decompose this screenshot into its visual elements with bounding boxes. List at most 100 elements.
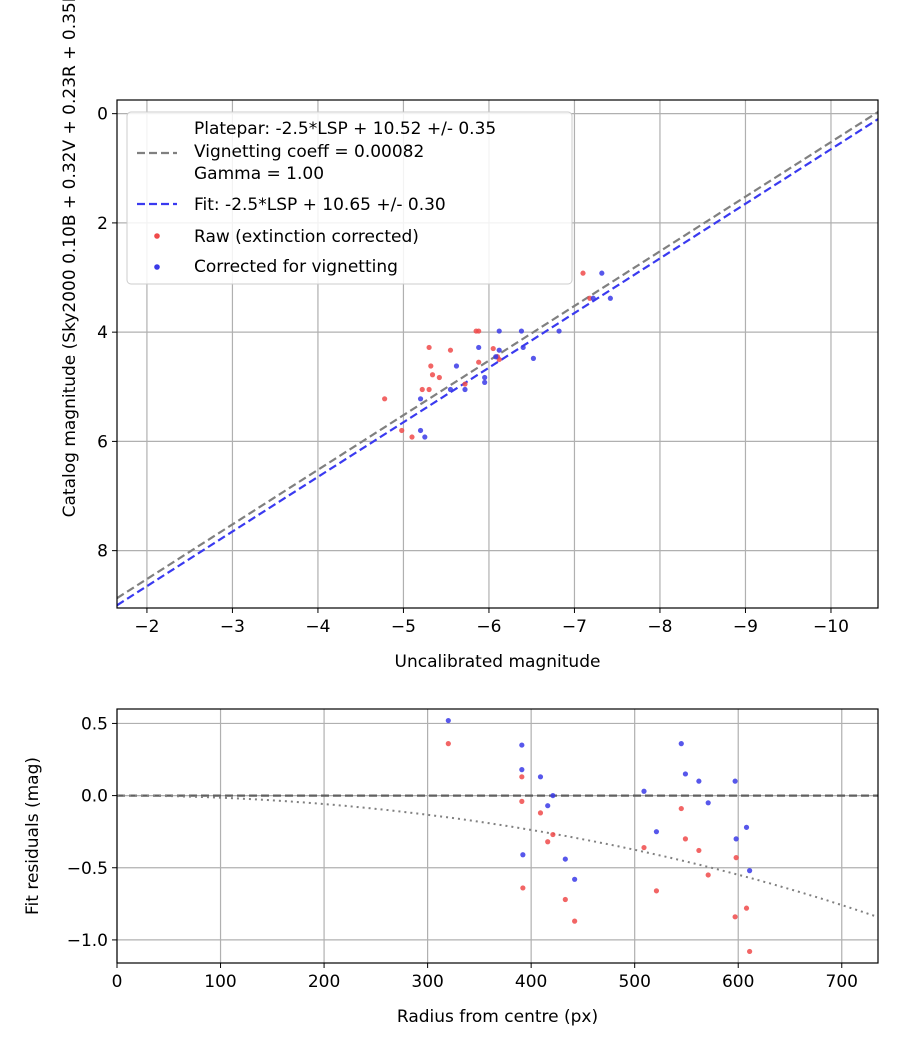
legend-gamma-label: Gamma = 1.00: [194, 164, 324, 184]
corrected-point: [678, 741, 684, 747]
corrected-point: [537, 774, 544, 780]
corrected-point: [445, 717, 451, 724]
corrected-point: [696, 778, 702, 784]
raw-point: [426, 344, 432, 351]
corrected-point: [607, 295, 613, 301]
raw-point: [436, 374, 442, 381]
corrected-point: [641, 788, 647, 794]
x-tick-label: −6: [476, 617, 501, 637]
raw-point: [696, 847, 702, 854]
corrected-point: [482, 379, 488, 386]
vignetting-curve: [117, 794, 878, 919]
corrected-point: [599, 270, 605, 276]
raw-point: [490, 345, 496, 352]
raw-point: [641, 844, 647, 851]
corrected-point: [732, 778, 738, 784]
y-axis-label: Fit residuals (mag): [23, 757, 43, 915]
plot-frame: [116, 708, 879, 964]
corrected-point: [550, 792, 556, 799]
x-tick-label: −4: [305, 617, 330, 637]
raw-point: [429, 372, 436, 378]
raw-point: [399, 427, 405, 434]
corrected-point: [653, 829, 660, 835]
corrected-point: [422, 434, 428, 440]
corrected-point: [476, 344, 482, 351]
corrected-point: [482, 374, 488, 381]
corrected-point: [747, 868, 753, 874]
y-tick-label: 0.0: [81, 787, 108, 807]
x-tick-label: −10: [813, 617, 849, 637]
raw-point: [419, 386, 425, 393]
corrected-point: [519, 767, 525, 773]
legend-corrected-marker: [154, 264, 160, 270]
raw-point: [519, 798, 525, 804]
corrected-point: [705, 800, 711, 806]
y-tick-label: −1.0: [67, 931, 108, 951]
x-tick-label: −9: [733, 617, 758, 637]
raw-point: [733, 855, 739, 861]
raw-point: [747, 948, 753, 955]
corrected-point: [496, 347, 502, 353]
residuals-chart: 0 100 200 300 400 500 600 700 0.5 0.0 −0.5 −1.0 Radi…: [23, 708, 879, 1027]
raw-point: [428, 363, 434, 369]
corrected-point: [562, 856, 568, 862]
raw-point: [705, 872, 711, 878]
raw-point: [682, 836, 689, 842]
corrected-point: [682, 771, 689, 777]
corrected-point: [417, 396, 424, 402]
legend-fit-label: Fit: -2.5*LSP + 10.65 +/- 0.30: [194, 195, 446, 215]
legend-raw-marker: [154, 233, 160, 239]
raw-point: [445, 741, 451, 747]
y-tick-label: 2: [97, 214, 108, 234]
raw-point: [409, 434, 415, 440]
y-tick-label: 8: [97, 542, 108, 562]
x-axis-label: Radius from centre (px): [397, 1007, 598, 1027]
x-tick-label: −5: [391, 617, 416, 637]
raw-point: [545, 839, 551, 845]
x-tick-label: −2: [134, 617, 159, 637]
x-tick-label: −3: [220, 617, 245, 637]
x-tick-label: −8: [647, 617, 672, 637]
corrected-point: [493, 354, 499, 360]
corrected-point: [743, 824, 750, 830]
x-axis-label: Uncalibrated magnitude: [395, 652, 601, 672]
corrected-point: [545, 803, 551, 809]
raw-point: [520, 885, 526, 891]
x-tick-label: 400: [515, 972, 547, 992]
fit-line: [117, 118, 878, 607]
x-tick-label: 500: [618, 972, 650, 992]
legend-vignetting-label: Vignetting coeff = 0.00082: [194, 142, 424, 162]
corrected-point: [518, 328, 525, 334]
corrected-point: [519, 742, 525, 748]
y-tick-label: 0: [97, 105, 108, 125]
corrected-point: [590, 295, 596, 301]
plot-frame: [116, 99, 879, 609]
corrected-point: [417, 427, 424, 434]
corrected-point: [530, 355, 537, 361]
legend-raw-label: Raw (extinction corrected): [194, 227, 419, 247]
legend-platepar-label: Platepar: -2.5*LSP + 10.52 +/- 0.35: [194, 119, 496, 139]
x-tick-label: 300: [411, 972, 443, 992]
corrected-point: [462, 386, 468, 393]
raw-point: [426, 386, 432, 393]
y-axis-label: Catalog magnitude (Sky2000 0.10B + 0.32V…: [60, 0, 80, 517]
raw-point: [476, 359, 482, 365]
y-tick-label: −0.5: [67, 859, 108, 879]
raw-point: [476, 328, 482, 334]
legend-corrected-label: Corrected for vignetting: [194, 257, 398, 277]
x-tick-label: 600: [722, 972, 754, 992]
raw-point: [537, 810, 544, 816]
raw-point: [447, 347, 454, 353]
x-tick-label: 200: [308, 972, 340, 992]
raw-point: [572, 918, 578, 924]
raw-point: [550, 831, 556, 838]
legend-box: [126, 111, 573, 285]
x-tick-label: 100: [204, 972, 236, 992]
legend: Platepar: -2.5*LSP + 10.52 +/- 0.35 Vigne…: [126, 111, 573, 285]
y-tick-label: 4: [97, 323, 108, 343]
corrected-point: [556, 328, 562, 334]
corrected-point: [520, 344, 526, 351]
corrected-point: [453, 363, 460, 369]
